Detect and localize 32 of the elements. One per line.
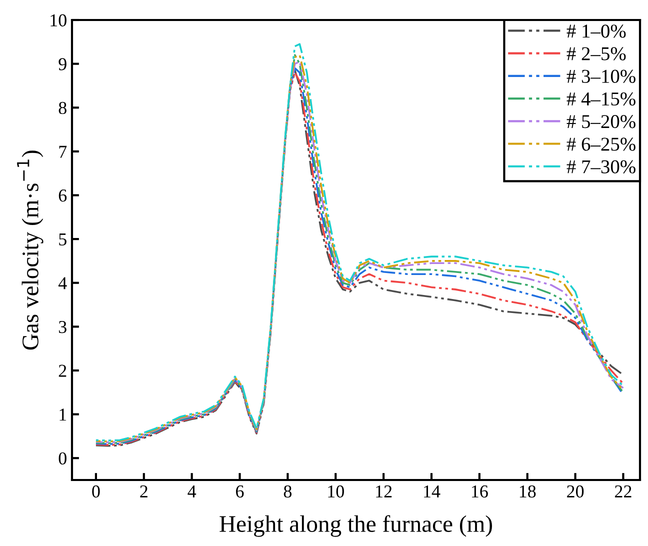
y-axis-title: Gas velocity (m·s$^{−1}$) [17, 150, 44, 350]
x-tick-label: 16 [472, 485, 488, 498]
legend-label: # 3–10% [566, 70, 636, 83]
x-tick-label: 0 [92, 485, 100, 498]
y-tick-label: 3 [58, 320, 66, 334]
x-tick-label: 2 [140, 485, 148, 498]
x-tick-label: 20 [567, 485, 584, 498]
y-tick-label: 9 [58, 58, 66, 70]
y-tick-label: 10 [50, 14, 66, 26]
x-axis-title: Height along the furnace (m) [220, 515, 492, 537]
x-tick-label: 6 [236, 485, 244, 498]
y-tick-label: 6 [58, 190, 67, 202]
y-tick-label: 5 [59, 233, 66, 246]
x-tick-label: 10 [328, 485, 344, 498]
x-tick-label: 18 [520, 485, 536, 498]
legend-label: # 4–15% [566, 92, 636, 106]
legend-label: # 2–5% [566, 47, 626, 60]
y-tick-label: 0 [58, 452, 66, 465]
y-tick-label: 4 [58, 277, 67, 290]
y-tick-label: 1 [60, 408, 66, 421]
y-tick-label: 8 [58, 102, 66, 114]
legend-label: # 5–20% [566, 115, 636, 128]
x-tick-label: 22 [614, 485, 632, 498]
legend-label: # 6–25% [566, 138, 636, 151]
y-tick-label: 2 [58, 364, 66, 377]
legend-label: # 7–30% [566, 160, 636, 174]
x-tick-label: 8 [284, 485, 292, 498]
x-tick-label: 12 [376, 485, 392, 498]
y-tick-label: 7 [59, 146, 67, 158]
x-tick-label: 4 [188, 486, 196, 498]
x-tick-label: 14 [424, 485, 440, 498]
legend-label: # 1–0% [566, 24, 626, 38]
